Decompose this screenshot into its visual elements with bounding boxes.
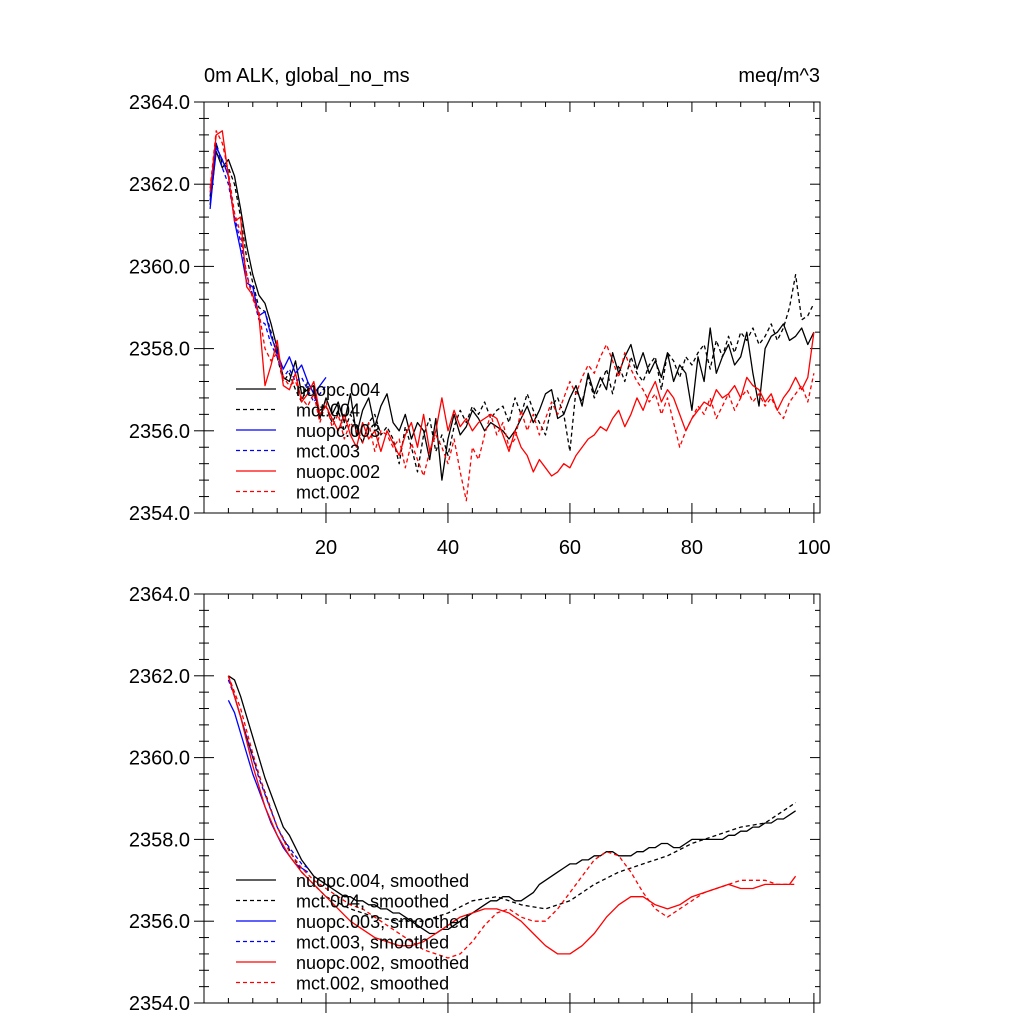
bottom-plot-frame [203, 593, 821, 1004]
top-ytick-label: 2364.0 [129, 92, 190, 114]
bottom-ytick-label: 2358.0 [129, 829, 190, 851]
top-legend-label: nuopc.004 [296, 380, 380, 400]
top-legend-label: mct.002 [296, 483, 360, 503]
top-legend-label: nuopc.003 [296, 421, 380, 441]
top-series-line-nuopc-002 [209, 130, 815, 477]
bottom-legend-label: nuopc.003, smoothed [296, 912, 469, 932]
bottom-legend-label: mct.003, smoothed [296, 933, 449, 953]
top-series-line-mct-004 [209, 142, 815, 473]
bottom-ytick-label: 2360.0 [129, 748, 190, 770]
top-xtick-label: 40 [437, 537, 459, 559]
top-ytick-label: 2354.0 [129, 503, 190, 525]
top-panel: 0m ALK, global_no_ms meq/m^3 2354.0 2356.… [129, 65, 831, 559]
bottom-series-line-nuopc-002-smoothed [227, 675, 797, 955]
top-ytick-label: 2362.0 [129, 174, 190, 196]
top-panel-title: 0m ALK, global_no_ms [204, 65, 410, 87]
bottom-legend-label: mct.004, smoothed [296, 892, 449, 912]
top-xtick-label: 100 [797, 537, 830, 559]
top-ytick-label: 2360.0 [129, 256, 190, 278]
top-ytick-label: 2356.0 [129, 421, 190, 443]
bottom-legend-label: nuopc.004, smoothed [296, 871, 469, 891]
top-series-line-mct-002 [209, 130, 815, 502]
top-legend-label: nuopc.002 [296, 462, 380, 482]
bottom-ytick-label: 2364.0 [129, 584, 190, 606]
bottom-ytick-label: 2356.0 [129, 911, 190, 933]
top-xtick-label: 60 [559, 537, 581, 559]
top-plot-frame [203, 101, 821, 514]
bottom-panel: 2354.0 2356.0 2358.0 2360.0 2362.0 2364.0 nuop… [129, 584, 821, 1015]
top-panel-units: meq/m^3 [738, 65, 820, 87]
top-ytick-label: 2358.0 [129, 339, 190, 361]
bottom-ytick-label: 2354.0 [129, 993, 190, 1015]
bottom-legend-label: mct.002, smoothed [296, 974, 449, 994]
bottom-legend-label: nuopc.002, smoothed [296, 953, 469, 973]
bottom-series-line-mct-004-smoothed [227, 675, 796, 922]
bottom-series-line-nuopc-004-smoothed [228, 675, 796, 935]
top-xtick-label: 20 [315, 537, 337, 559]
top-legend-label: mct.004 [296, 401, 360, 421]
top-series-line-mct-003 [209, 142, 327, 403]
top-legend-label: mct.003 [296, 442, 360, 462]
top-xtick-label: 80 [681, 537, 703, 559]
bottom-ytick-label: 2362.0 [129, 666, 190, 688]
